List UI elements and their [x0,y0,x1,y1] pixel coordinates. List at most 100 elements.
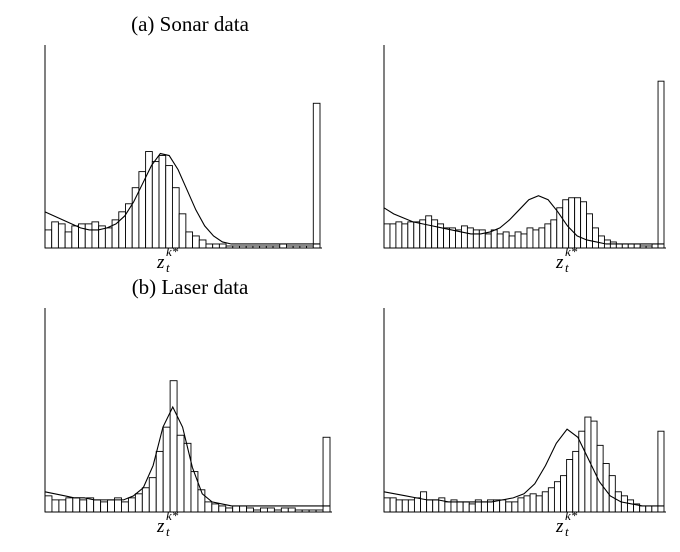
fitted-density-curve [383,428,664,507]
fitted-density-curve [44,152,320,245]
histogram-bar [51,499,60,513]
histogram-bar [100,501,109,513]
histogram-bar [578,430,586,513]
x-tick-label: z [156,252,165,273]
histogram-bar [553,481,561,513]
histogram-bar [508,235,516,249]
histogram-bar [426,499,434,513]
histogram-bar [431,219,439,249]
histogram-bar [462,501,470,513]
histogram-bar [407,499,415,513]
histogram-bar [413,221,421,249]
histogram-bar [511,501,519,513]
histogram-bar [171,187,180,249]
histogram-bar [490,229,498,249]
sonar-histogram-left: z tk* [44,45,322,275]
sonar-histogram-right: z tk* [383,45,666,275]
histogram-bar [645,505,653,513]
histogram-bar [657,80,665,249]
x-tick-label: z [555,252,564,273]
histogram-bar [505,501,513,513]
histogram-bar [407,221,415,249]
fitted-density-curve [383,195,664,245]
histogram-bar [134,493,143,513]
x-tick-label-subscript: t [565,524,569,539]
section-title-laser: (b) Laser data [132,275,249,299]
histogram-bar [496,233,504,249]
histogram-bar [246,507,254,513]
histogram-bar [218,505,227,513]
histogram-bar [608,475,616,513]
x-tick-label-subscript: t [565,260,569,275]
histogram-bar [547,487,555,513]
histogram-bar [639,505,647,513]
histogram-bar [91,221,100,249]
histogram-bar [401,223,409,249]
histogram-bar [118,211,126,249]
histogram-bar [484,233,492,249]
histogram-bar [627,499,635,513]
histogram-bar [58,499,67,513]
histogram-bar [413,497,421,513]
section-title-sonar: (a) Sonar data [131,12,249,36]
histogram-bar [280,507,289,513]
histogram-bar [568,197,576,249]
histogram-bar [529,493,537,513]
histogram-bar [141,487,150,513]
histogram-bar [383,223,391,249]
histogram-bar [155,450,164,513]
histogram-bar [211,503,220,513]
histogram-bar [260,507,268,513]
histogram-bar [239,505,248,513]
histogram-bar [176,434,185,513]
histogram-bar [395,499,403,513]
histogram-bar [523,495,531,513]
histogram-bar [383,497,391,513]
histogram-bar [566,459,574,513]
histogram-bar [104,227,113,249]
histogram-bar [51,221,59,249]
histogram-bar [389,223,397,249]
histogram-bar [158,155,167,249]
histogram-bar [107,499,115,513]
histogram-bar [162,426,171,513]
histogram-bar [57,223,66,249]
histogram-bar [535,495,543,513]
histogram-bar [127,497,136,513]
histogram-bar [322,436,331,513]
histogram-bar [532,229,540,249]
histogram-bar [138,171,147,249]
histogram-bar [279,243,287,249]
x-tick-label-superscript: k* [166,244,179,259]
histogram-bar [64,231,73,249]
histogram-bar [93,499,102,513]
histogram-bar [205,243,214,249]
x-tick-label-subscript: t [166,524,170,539]
histogram-bar [395,221,403,249]
histogram-bar [520,233,528,249]
histogram-bar [266,507,275,513]
histogram-bar [456,501,464,513]
histogram-bar [84,223,93,249]
histogram-bar [514,231,522,249]
histogram-bar [574,197,582,249]
histogram-bar [541,491,549,513]
histogram-bar [502,231,510,249]
histogram-bar [621,243,629,249]
histogram-bar [169,380,178,513]
histogram-bar [218,243,227,249]
histogram-bar [232,505,241,513]
histogram-bar [598,235,605,249]
histogram-bar [526,227,534,249]
histogram-bar [609,241,617,249]
histogram-bar [615,243,623,249]
histogram-bar [389,497,397,513]
histogram-bar [657,430,665,513]
histogram-bar [287,507,296,513]
histogram-bar [633,243,641,249]
histogram-bar [65,497,74,513]
x-tick-label-superscript: k* [565,244,578,259]
histogram-bar [444,501,452,513]
x-tick-label: z [555,516,564,537]
x-tick-label: z [156,516,165,537]
